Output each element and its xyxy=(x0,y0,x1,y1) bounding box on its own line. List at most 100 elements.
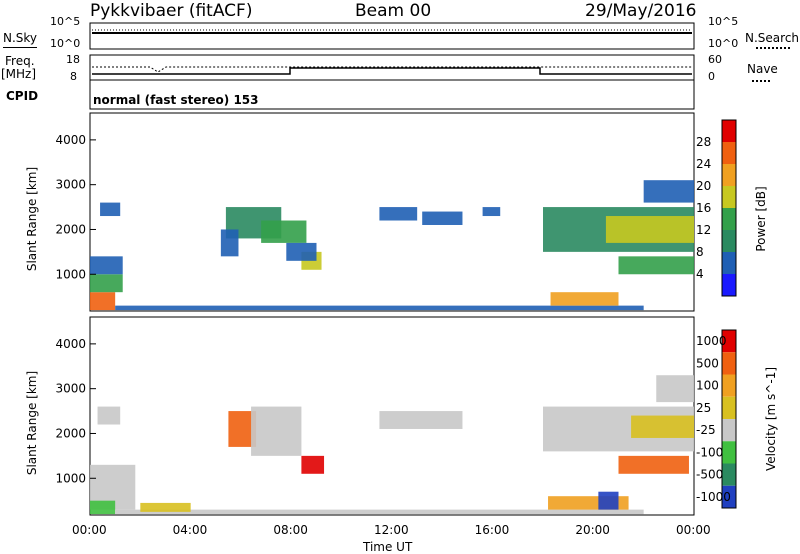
nsearch-dotted-key xyxy=(756,47,790,49)
xtick-label: 00:00 xyxy=(676,523,711,537)
colorbar-tick-label: 8 xyxy=(696,245,704,259)
nsky-label: N.Sky xyxy=(3,31,38,45)
colorbar-swatch xyxy=(722,186,736,208)
velocity-patch xyxy=(90,500,116,515)
power-patch xyxy=(100,202,121,217)
velocity-ylabel: Slant Range [km] xyxy=(25,370,39,476)
xtick-label: 20:00 xyxy=(575,523,610,537)
power-patch xyxy=(605,216,694,243)
cpid-text: normal (fast stereo) 153 xyxy=(93,93,259,107)
nsearch-tick-low: 10^0 xyxy=(708,37,739,50)
colorbar-tick-label: 28 xyxy=(696,135,711,149)
colorbar-tick-label: 16 xyxy=(696,201,711,215)
colorbar-swatch xyxy=(722,164,736,186)
power-patch xyxy=(90,256,123,275)
velocity-colorbar-label: Velocity [m s^-1] xyxy=(764,366,778,472)
velocity-patch xyxy=(631,415,694,438)
colorbar-tick-label: 4 xyxy=(696,267,704,281)
nave-dotted-key xyxy=(752,80,770,82)
colorbar-tick-label: 20 xyxy=(696,179,711,193)
xtick-label: 00:00 xyxy=(72,523,107,537)
nsky-tick-high: 10^5 xyxy=(50,15,81,28)
colorbar-tick-label: -1000 xyxy=(696,490,731,504)
power-patch xyxy=(643,180,694,203)
nave-tick-high: 60 xyxy=(708,53,722,66)
colorbar-swatch xyxy=(722,485,736,508)
cpid-label: CPID xyxy=(6,89,39,103)
velocity-patch xyxy=(301,455,325,474)
colorbar-swatch xyxy=(722,120,736,142)
velocity-patch xyxy=(251,406,302,456)
power-patch xyxy=(618,256,694,275)
power-colorbar-label: Power [dB] xyxy=(754,186,768,252)
station-title: Pykkvibaer (fitACF) xyxy=(90,1,253,21)
date-title: 29/May/2016 xyxy=(585,1,697,21)
nave-series xyxy=(92,66,692,73)
freq-tick-low: 8 xyxy=(70,70,77,83)
colorbar-swatch xyxy=(722,463,736,486)
colorbar-swatch xyxy=(722,441,736,464)
nsky-label-underline xyxy=(3,47,37,48)
colorbar-swatch xyxy=(722,208,736,230)
colorbar-swatch xyxy=(722,419,736,442)
power-patch xyxy=(115,305,644,311)
colorbar-tick-label: 1000 xyxy=(696,334,727,348)
colorbar-swatch xyxy=(722,274,736,296)
xtick-label: 08:00 xyxy=(273,523,308,537)
velocity-patch xyxy=(618,455,689,474)
colorbar-swatch xyxy=(722,230,736,252)
nave-tick-low: 0 xyxy=(708,70,715,83)
power-patch xyxy=(422,211,463,225)
colorbar-swatch xyxy=(722,330,736,353)
colorbar-tick-label: -100 xyxy=(696,445,723,459)
colorbar-tick-label: -500 xyxy=(696,468,723,482)
colorbar-tick-label: 12 xyxy=(696,223,711,237)
power-patch xyxy=(261,220,307,243)
velocity-patch xyxy=(97,406,121,425)
velocity-panel: 1000 2000 3000 4000 xyxy=(55,316,695,516)
nsky-tick-low: 10^0 xyxy=(50,37,81,50)
ytick-label: 1000 xyxy=(55,267,86,281)
ytick-label: 2000 xyxy=(55,426,86,440)
xtick-label: 16:00 xyxy=(474,523,510,537)
ytick-label: 1000 xyxy=(55,471,86,485)
velocity-patch xyxy=(598,491,619,510)
nsky-strip xyxy=(89,22,695,50)
velocity-patch xyxy=(115,509,644,515)
nsearch-tick-high: 10^5 xyxy=(708,15,739,28)
colorbar-swatch xyxy=(722,252,736,274)
power-colorbar: 4 8 12 16 20 24 28 xyxy=(696,119,737,297)
velocity-patch xyxy=(656,375,694,403)
colorbar-tick-label: 24 xyxy=(696,157,711,171)
xtick-label: 12:00 xyxy=(374,523,409,537)
power-patch xyxy=(90,292,116,311)
ytick-label: 3000 xyxy=(55,178,86,192)
colorbar-tick-label: -25 xyxy=(696,423,716,437)
velocity-colorbar: 1000 500 100 25 -25 -100 -500 -1000 xyxy=(696,329,737,509)
freq-unit-label: [MHz] xyxy=(1,67,37,81)
freq-series xyxy=(92,67,692,75)
power-patch xyxy=(482,207,501,217)
nave-label: Nave xyxy=(747,62,778,76)
power-panel: 1000 2000 3000 4000 xyxy=(55,112,695,312)
nsearch-label: N.Search xyxy=(745,31,800,45)
power-ylabel: Slant Range [km] xyxy=(25,166,39,272)
ytick-label: 4000 xyxy=(55,337,86,351)
ytick-label: 3000 xyxy=(55,382,86,396)
xtick-label: 04:00 xyxy=(172,523,208,537)
cpid-strip xyxy=(89,79,695,110)
power-patch xyxy=(90,274,123,293)
colorbar-tick-label: 25 xyxy=(696,401,711,415)
power-patch xyxy=(550,292,619,306)
beam-title: Beam 00 xyxy=(355,1,432,21)
freq-label: Freq. xyxy=(5,54,35,68)
freq-tick-high: 18 xyxy=(66,53,80,66)
power-patch xyxy=(220,229,239,257)
colorbar-swatch xyxy=(722,374,736,397)
colorbar-swatch xyxy=(722,142,736,164)
colorbar-frame xyxy=(721,119,737,297)
xaxis-label: Time UT xyxy=(363,540,413,554)
power-patch xyxy=(379,207,418,221)
power-patch xyxy=(286,242,317,261)
ytick-label: 4000 xyxy=(55,133,86,147)
